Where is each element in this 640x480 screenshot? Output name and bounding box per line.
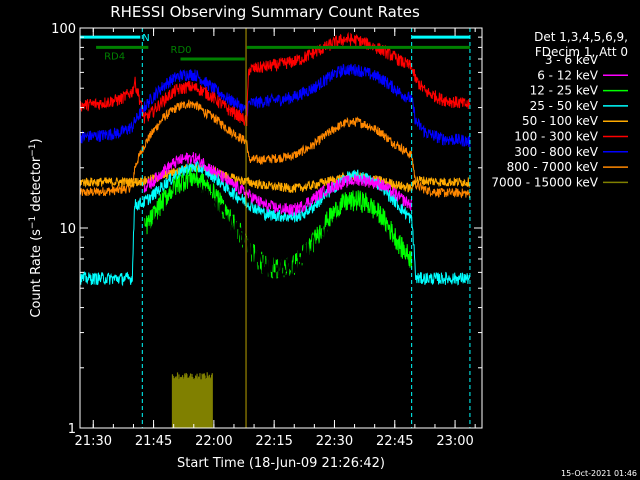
x-tick-label: 21:45: [135, 434, 172, 449]
plot-frame: [79, 27, 483, 429]
series-line-3-6: [143, 182, 390, 282]
series-line-800-7000: [80, 99, 471, 199]
marker-layer: N RD0 RD4: [80, 28, 471, 428]
x-tick-label: 21:30: [75, 434, 112, 449]
y-tick-label: 1: [68, 422, 76, 437]
x-tick-label: 22:00: [195, 434, 232, 449]
flag-RD4-label: RD4: [104, 51, 125, 62]
series-line-100-300: [80, 31, 471, 127]
x-tick-label: 23:00: [436, 434, 473, 449]
legend-label: 300 - 800 keV: [514, 145, 598, 159]
legend-label: 3 - 6 keV: [545, 53, 599, 67]
legend-label: 12 - 25 keV: [530, 84, 599, 98]
y-tick-label: 100: [51, 22, 76, 37]
legend: Det 1,3,4,5,6,9,FDecim 1, Att 03 - 6 keV…: [491, 30, 628, 189]
legend-label: 25 - 50 keV: [530, 99, 599, 113]
flag-RD0-label: RD0: [171, 45, 192, 56]
x-axis: 21:30 21:45 22:00 22:15 22:30 22:45 23:00: [75, 28, 476, 449]
series-7000-15000-burst: [171, 372, 213, 428]
series-line-6-12: [143, 152, 413, 217]
x-tick-label: 22:15: [255, 434, 292, 449]
legend-label: 50 - 100 keV: [522, 114, 599, 128]
x-tick-label: 22:30: [316, 434, 353, 449]
y-label-exponent: −1: [28, 216, 38, 229]
y-label-part: ): [29, 138, 44, 143]
x-tick-label: 22:45: [376, 434, 413, 449]
series-line-25-50: [80, 159, 471, 287]
series-layer: [80, 31, 471, 428]
legend-header: FDecim 1, Att 0: [535, 45, 628, 59]
flag-N-label: N: [142, 33, 149, 44]
y-tick-label: 10: [59, 222, 76, 237]
chart-title: RHESSI Observing Summary Count Rates: [110, 3, 420, 21]
legend-label: 7000 - 15000 keV: [491, 175, 598, 189]
footer-timestamp: 15-Oct-2021 01:46: [561, 469, 637, 478]
legend-label: 6 - 12 keV: [537, 68, 599, 82]
y-axis-label: Count Rate (s−1 detector−1): [28, 138, 44, 317]
series-line-50-100: [80, 162, 471, 194]
y-label-part: Count Rate (s: [29, 229, 44, 318]
series-line-300-800: [80, 63, 471, 148]
legend-header: Det 1,3,4,5,6,9,: [534, 30, 628, 44]
x-axis-label: Start Time (18-Jun-09 21:26:42): [177, 456, 385, 471]
legend-label: 800 - 7000 keV: [507, 160, 599, 174]
y-label-exponent: −1: [28, 143, 38, 156]
y-label-part: detector: [29, 156, 44, 216]
legend-label: 100 - 300 keV: [514, 130, 598, 144]
y-axis: 1 10 100: [51, 22, 482, 437]
